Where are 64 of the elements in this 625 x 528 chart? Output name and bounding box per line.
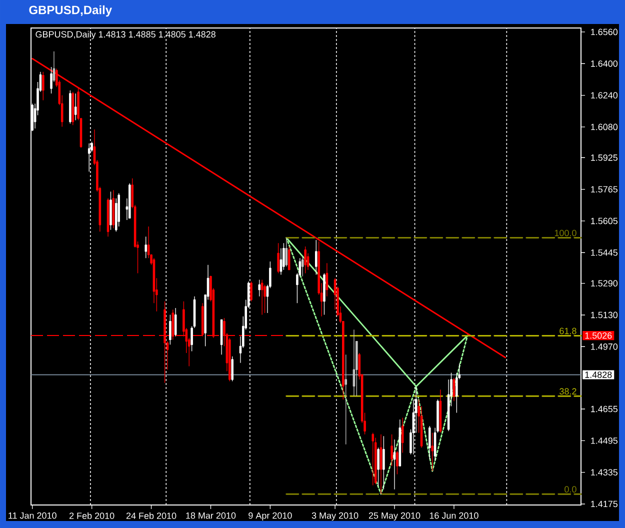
candlestick bbox=[144, 236, 148, 259]
x-tick-label: 9 Apr 2010 bbox=[248, 512, 292, 521]
candlestick bbox=[50, 66, 52, 94]
candlestick bbox=[231, 356, 234, 382]
y-tick-label: 1.5925 bbox=[591, 154, 618, 161]
y-tick-label: 1.5130 bbox=[591, 312, 618, 318]
candlestick bbox=[288, 246, 290, 270]
candlestick bbox=[377, 447, 380, 486]
candlestick bbox=[250, 281, 252, 302]
candlestick bbox=[390, 434, 393, 466]
y-tick-label: 1.4495 bbox=[591, 437, 618, 444]
candlestick bbox=[304, 246, 306, 274]
annotation: 100.0 bbox=[554, 230, 576, 236]
y-tick-label: 1.6400 bbox=[591, 60, 618, 67]
candlestick bbox=[69, 90, 72, 124]
x-tick-label: 25 May 2010 bbox=[368, 512, 420, 521]
candlestick bbox=[112, 190, 115, 229]
y-tick-label: 1.6560 bbox=[591, 28, 618, 36]
x-tick-label: 18 Mar 2010 bbox=[186, 512, 236, 519]
y-tick-label: 1.6080 bbox=[591, 124, 618, 130]
candlestick bbox=[380, 434, 382, 494]
chart-subtitle: GBPUSD,Daily 1.4813 1.4885 1.4805 1.4828 bbox=[36, 30, 216, 40]
x-tick-label: 16 Jun 2010 bbox=[430, 512, 478, 519]
candlestick bbox=[452, 378, 456, 402]
candlestick bbox=[277, 242, 280, 274]
candlestick bbox=[220, 319, 223, 355]
x-tick-label: 2 Feb 2010 bbox=[70, 512, 114, 519]
annotation: 61.8 bbox=[560, 328, 576, 334]
candlestick bbox=[106, 198, 110, 237]
y-tick-label: 1.4175 bbox=[591, 500, 618, 508]
candlestick bbox=[439, 389, 442, 434]
candlestick bbox=[314, 240, 318, 276]
annotation: 38.2 bbox=[560, 388, 576, 395]
candlestick bbox=[169, 314, 172, 346]
y-tick-label: 1.5290 bbox=[591, 280, 618, 286]
y-tick-label: 1.6240 bbox=[591, 92, 618, 98]
y-tick-label: 1.5605 bbox=[591, 218, 618, 224]
candlestick bbox=[396, 450, 398, 475]
candlestick bbox=[326, 262, 328, 297]
candlestick bbox=[382, 436, 385, 490]
y-tick-label: 1.5445 bbox=[591, 249, 618, 256]
y-tick-label: 1.4970 bbox=[591, 343, 618, 350]
candlestick bbox=[301, 256, 304, 277]
x-tick-label: 3 May 2010 bbox=[312, 512, 358, 521]
candlestick bbox=[393, 439, 396, 490]
ref-line-label: 1.4828 bbox=[585, 372, 612, 378]
candlestick bbox=[428, 426, 431, 460]
candlestick bbox=[110, 191, 112, 230]
ref-line-label: 1.5026 bbox=[585, 332, 612, 339]
annotation: 0.0 bbox=[564, 486, 576, 492]
x-tick-label: 11 Jan 2010 bbox=[8, 512, 56, 519]
candlestick bbox=[258, 279, 261, 297]
y-tick-label: 1.5765 bbox=[591, 186, 618, 192]
candlestick bbox=[323, 272, 326, 316]
x-tick-label: 24 Feb 2010 bbox=[126, 512, 176, 519]
candlestick bbox=[398, 419, 402, 466]
chart-title: GBPUSD,Daily bbox=[29, 5, 112, 17]
y-tick-label: 1.4335 bbox=[591, 469, 618, 476]
candlestick bbox=[352, 329, 356, 396]
y-tick-label: 1.4655 bbox=[591, 406, 618, 412]
candlestick bbox=[52, 51, 56, 82]
candlestick bbox=[42, 72, 44, 101]
candlestick bbox=[401, 417, 404, 454]
candlestick bbox=[128, 183, 131, 219]
